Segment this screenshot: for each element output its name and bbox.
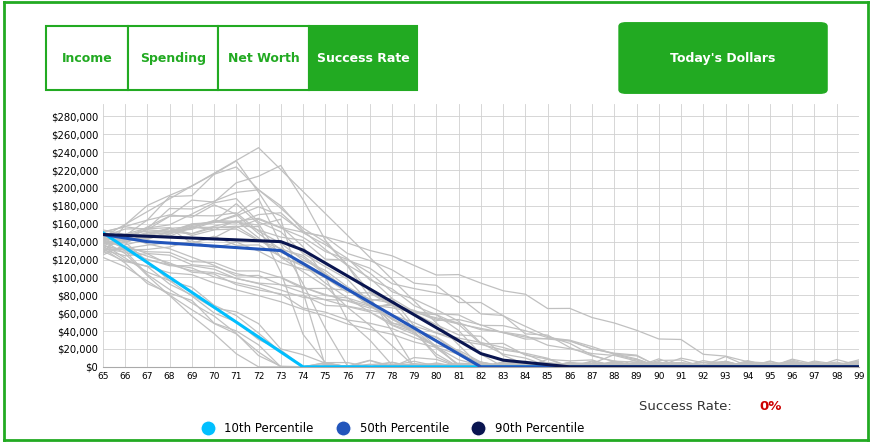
Text: Success Rate: Success Rate — [317, 52, 410, 65]
Text: Success Rate:: Success Rate: — [639, 400, 732, 413]
Text: 0%: 0% — [760, 400, 782, 413]
Bar — [46, 26, 128, 90]
Text: Today's Dollars: Today's Dollars — [671, 52, 776, 65]
Text: Net Worth: Net Worth — [228, 52, 300, 65]
Bar — [309, 26, 417, 90]
Text: Spending: Spending — [140, 52, 206, 65]
Text: Income: Income — [61, 52, 112, 65]
Bar — [219, 26, 309, 90]
Legend: 10th Percentile, 50th Percentile, 90th Percentile: 10th Percentile, 50th Percentile, 90th P… — [191, 417, 589, 440]
FancyBboxPatch shape — [619, 23, 827, 93]
Bar — [128, 26, 219, 90]
